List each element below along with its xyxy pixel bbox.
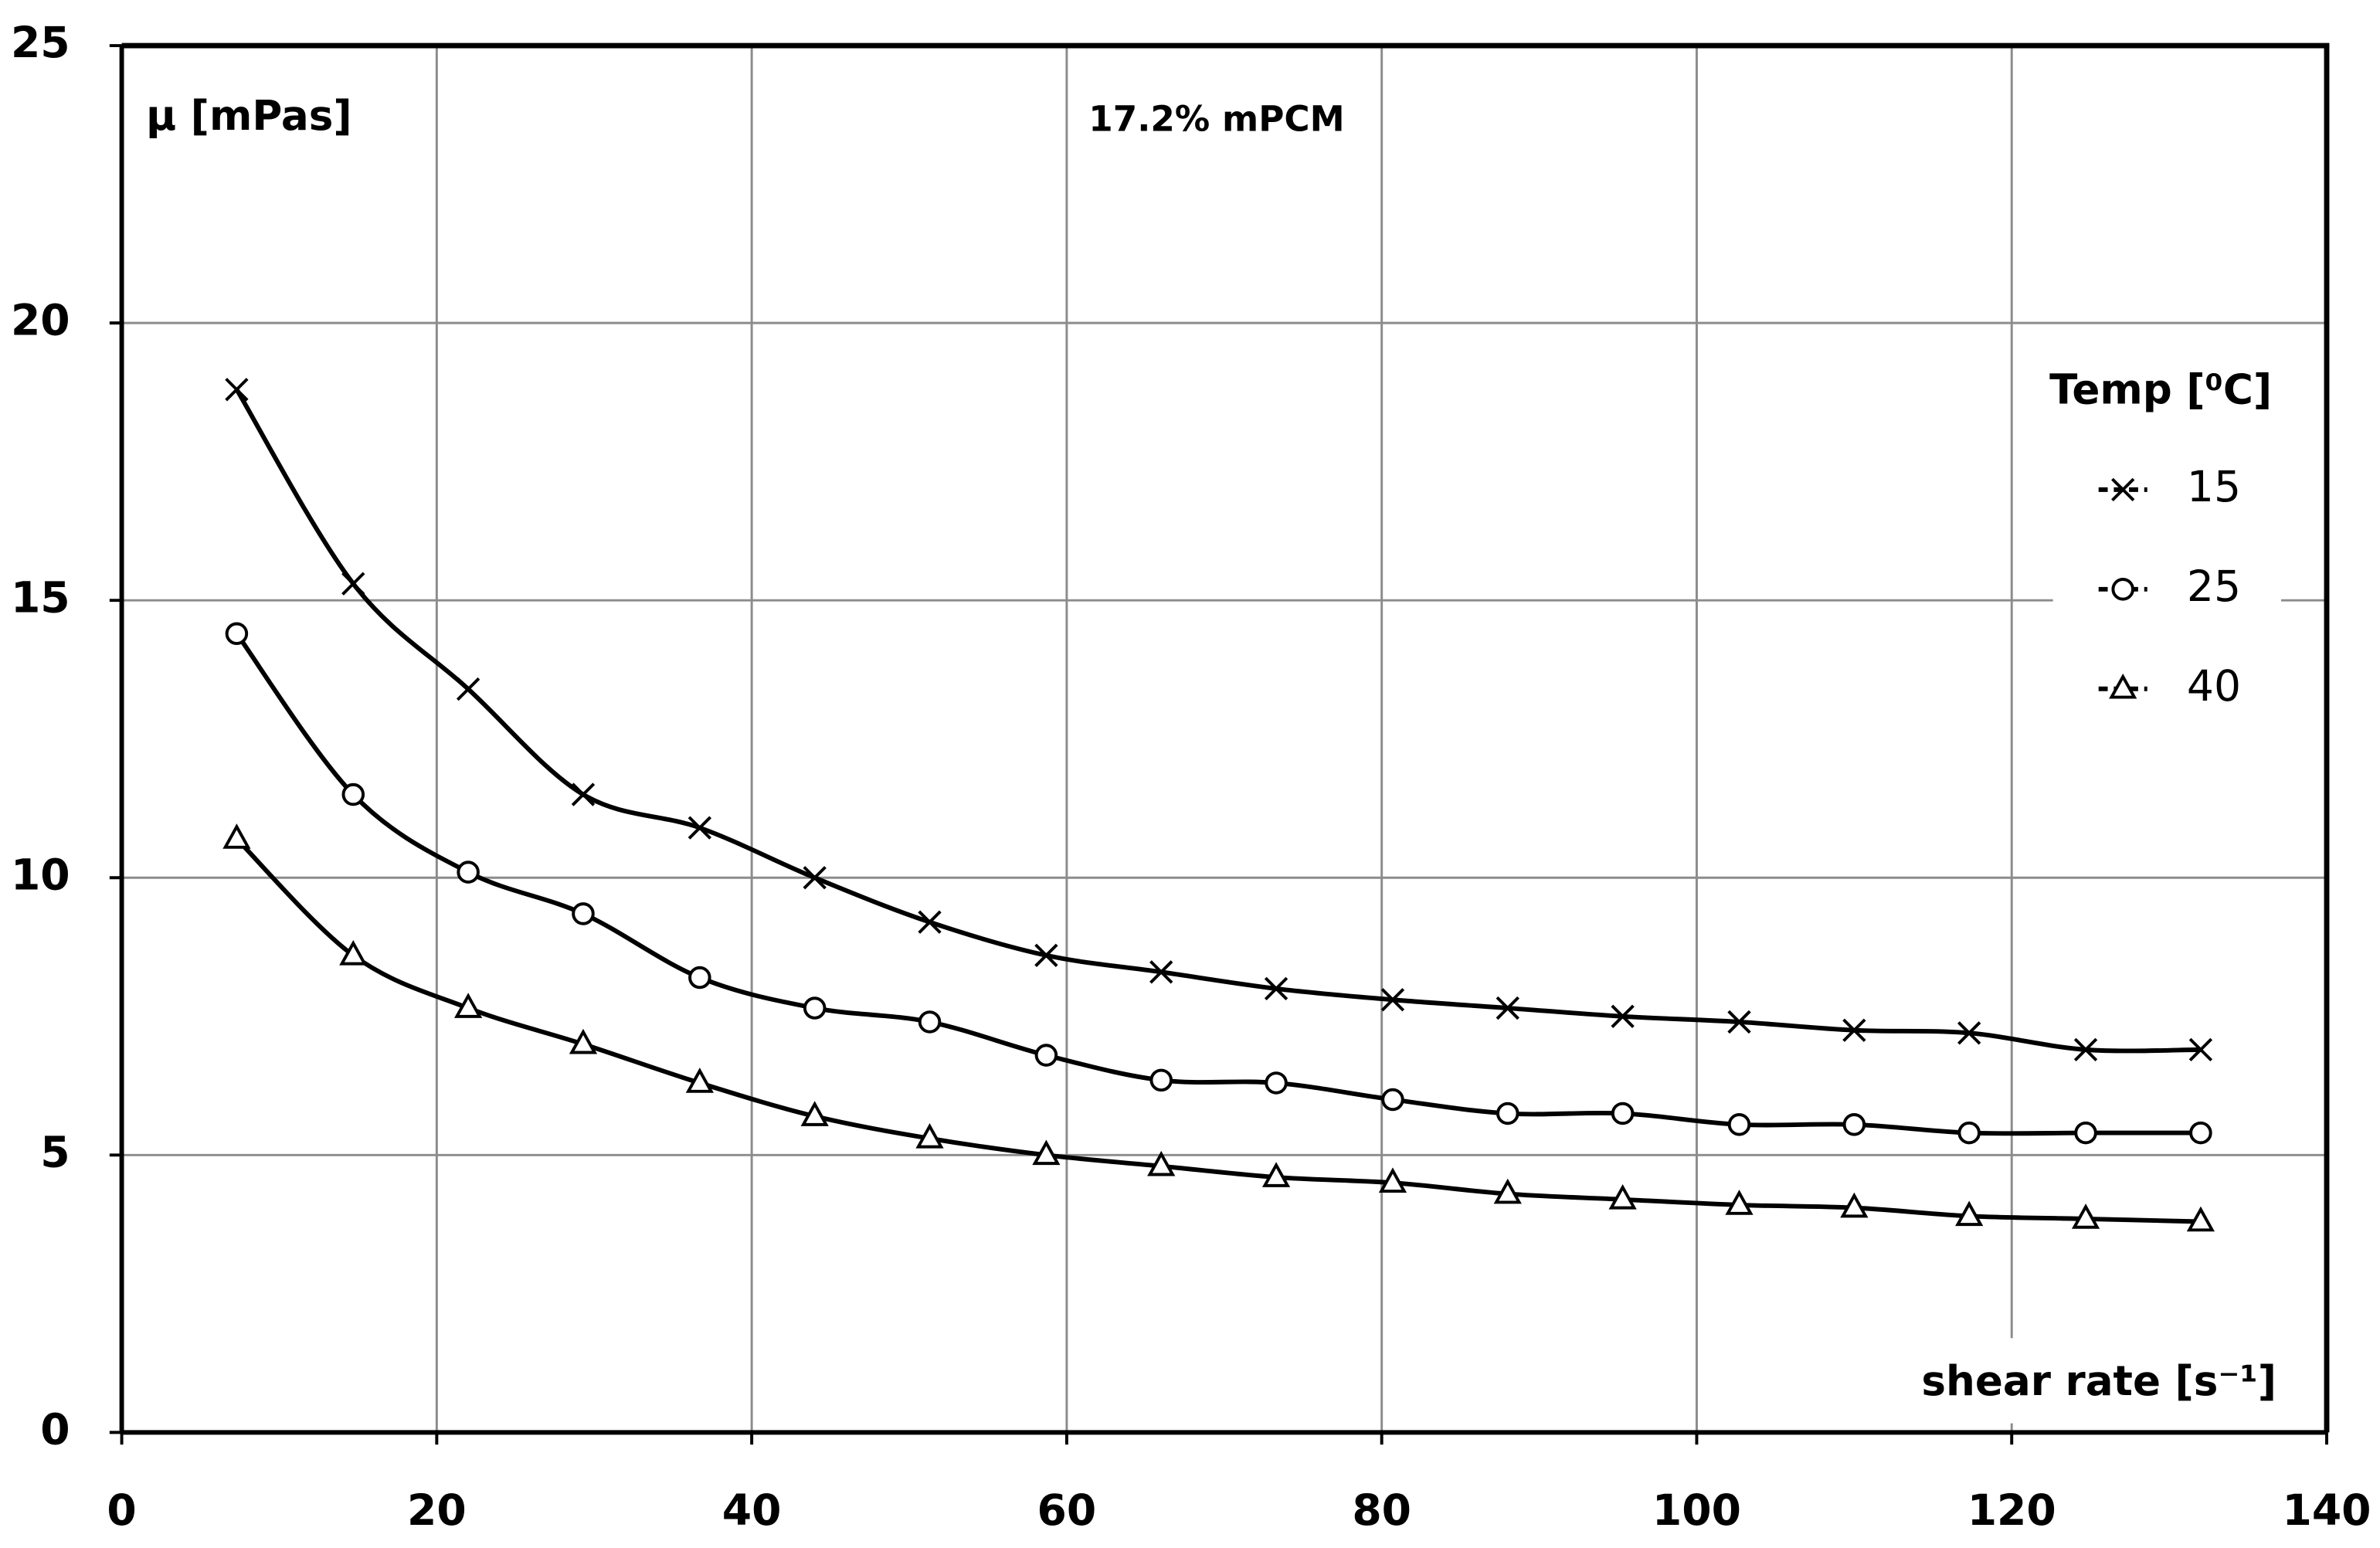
marker [1034,1044,1058,1067]
marker [1727,1113,1751,1136]
x-tick-label: 20 [407,1485,467,1535]
marker [1378,1167,1407,1193]
x-tick-label: 0 [107,1485,136,1535]
series-line [235,837,2201,1224]
marker [454,993,483,1018]
x-tick-label: 80 [1352,1485,1411,1535]
legend-marker [2111,578,2134,601]
marker [1955,1200,1984,1227]
marker [2071,1203,2100,1229]
marker [803,866,827,890]
x-axis-label: shear rate [s⁻¹] [1921,1357,2276,1405]
marker [1496,996,1519,1020]
y-tick-label: 5 [40,1127,70,1176]
marker [685,1068,714,1093]
marker [572,902,595,925]
marker [1493,1178,1522,1204]
marker [2074,1121,2097,1145]
y-tick-label: 0 [40,1405,70,1455]
marker [918,1010,942,1034]
marker [1265,1071,1288,1095]
marker [1957,1021,1981,1045]
marker [571,782,596,806]
x-tick-label: 40 [722,1485,782,1535]
legend-label: 15 [2187,462,2241,511]
marker [222,823,251,849]
y-tick-label: 15 [11,572,70,622]
x-tick-label: 60 [1037,1485,1097,1535]
marker [800,1101,829,1126]
marker [688,966,711,990]
y-tick-label: 20 [11,295,70,345]
marker [915,1122,944,1149]
marker [1842,1113,1866,1136]
marker [2189,1121,2212,1145]
marker [1840,1192,1869,1218]
marker [1842,1018,1866,1042]
marker [1032,1139,1061,1166]
legend-title: Temp [⁰C] [2049,366,2272,414]
marker [1264,976,1288,1001]
label-background [1928,1338,2293,1424]
marker [225,622,249,646]
marker [1496,1102,1519,1125]
marker [2186,1206,2215,1232]
legend-marker [2111,477,2135,502]
legend-marker [2109,673,2137,699]
marker [339,939,368,966]
marker [1380,988,1405,1012]
y-tick-label: 25 [11,18,70,67]
plot [222,378,2215,1232]
x-tick-label: 120 [1967,1485,2056,1535]
marker [688,816,712,840]
marker [1261,1162,1291,1187]
marker [1957,1121,1981,1145]
marker [2188,1037,2213,1062]
marker [457,861,480,884]
marker [1611,1102,1635,1125]
marker [569,1028,598,1054]
marker [2073,1037,2098,1062]
frame [121,42,2330,1433]
marker [918,910,942,934]
legend-background [2052,346,2281,730]
chart-title: 17.2% mPCM [1088,98,1344,139]
marker [1381,1088,1404,1112]
marker [1725,1190,1754,1215]
x-tick-label: 140 [2282,1485,2371,1535]
x-tick-label: 100 [1652,1485,1741,1535]
marker [225,378,249,402]
marker [803,996,827,1020]
marker [1611,1004,1635,1028]
marker [456,677,480,701]
marker [1727,1010,1751,1034]
marker [1149,960,1173,984]
marker [1149,1068,1173,1092]
y-tick-label: 10 [11,850,70,899]
y-axis-label: μ [mPas] [146,92,352,140]
marker [341,572,365,596]
legend-label: 40 [2187,661,2241,711]
marker [341,782,365,806]
marker [1147,1150,1176,1176]
marker [1034,943,1058,967]
marker [1608,1183,1637,1210]
legend-label: 25 [2187,562,2241,611]
